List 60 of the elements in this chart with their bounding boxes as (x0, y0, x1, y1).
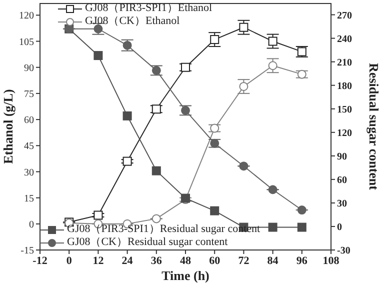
y2-tick-label: 210 (337, 57, 352, 68)
point (210, 124, 220, 133)
y2-tick-label: 180 (337, 80, 352, 92)
y2-tick-label: 90 (337, 151, 347, 162)
y-tick-label: 45 (24, 141, 34, 152)
y2-tick-label: 60 (337, 174, 347, 186)
point (239, 22, 248, 32)
y2-tick-label: -30 (337, 246, 350, 257)
y-tick-label: 90 (24, 62, 34, 74)
y-tick-label: 30 (24, 167, 34, 178)
legend-label: GJ08（CK）Ethanol (85, 15, 180, 28)
x-tick-label: 60 (209, 254, 221, 267)
x-tick-label: 12 (92, 254, 104, 267)
point (210, 206, 220, 216)
point (268, 36, 278, 46)
y2-tick-label: 240 (337, 34, 352, 45)
point (268, 222, 278, 232)
point (268, 61, 278, 70)
legend-label: GJ08（CK）Residual sugar content (67, 236, 228, 249)
point (210, 35, 220, 44)
point (152, 166, 161, 176)
point (152, 214, 161, 224)
y-tick-label: -15 (20, 246, 34, 257)
x-tick-label: 24 (122, 254, 134, 267)
y-tick-label: 60 (24, 115, 34, 126)
point (94, 51, 103, 60)
y2-tick-label: 30 (337, 198, 347, 210)
x-tick-label: 84 (267, 254, 279, 267)
y2-axis-title: Residual sugar content (366, 63, 382, 191)
y-tick-label: 105 (19, 36, 34, 48)
point (210, 138, 220, 148)
x-tick-label: 96 (296, 254, 308, 267)
point (297, 70, 306, 79)
y2-tick-label: 0 (337, 222, 342, 234)
y-axis-title: Ethanol (g/L) (0, 89, 16, 164)
point (239, 82, 248, 91)
x-tick-label: 36 (150, 254, 162, 267)
point (122, 156, 132, 166)
x-tick-label: 48 (180, 254, 192, 267)
y-tick-label: 15 (24, 193, 34, 204)
y-tick-label: 75 (24, 89, 34, 100)
point (94, 210, 103, 220)
x-tick-label: 0 (66, 254, 72, 267)
y-tick-label: 0 (29, 219, 34, 230)
y2-tick-label: 270 (337, 10, 352, 22)
x-tick-label: 72 (238, 254, 250, 267)
point (152, 104, 161, 114)
legend-label: GJ08（PIR3-SPI1）Ethanol (85, 2, 212, 15)
x-tick-label: -12 (32, 254, 48, 267)
point (297, 222, 306, 232)
point (239, 162, 248, 171)
x-tick-label: 108 (322, 254, 340, 267)
point (297, 206, 306, 215)
point (181, 62, 190, 72)
x-axis-title: Time (h) (162, 268, 210, 283)
y-tick-label: 120 (19, 10, 34, 22)
y2-tick-label: 120 (337, 128, 352, 139)
point (122, 111, 132, 120)
y2-tick-label: 150 (337, 104, 352, 116)
point (268, 185, 278, 194)
